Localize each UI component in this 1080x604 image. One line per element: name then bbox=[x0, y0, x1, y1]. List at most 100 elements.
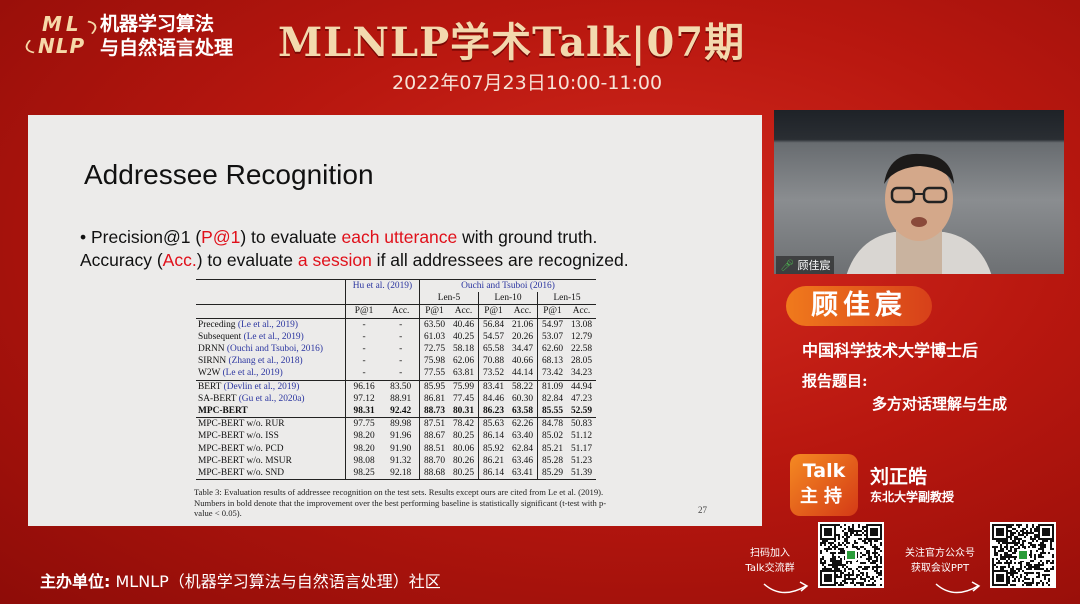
method-citation: (Le et al., 2019) bbox=[243, 331, 304, 342]
table-cell: 81.09 bbox=[536, 380, 567, 393]
table-cell: 68.13 bbox=[536, 355, 567, 368]
table-cell: 80.06 bbox=[452, 443, 475, 454]
row-label: MPC-BERT w/o. ISS bbox=[196, 430, 345, 442]
table-cell: 91.32 bbox=[390, 455, 412, 466]
table-caption: Table 3: Evaluation results of addressee… bbox=[194, 487, 607, 518]
slide-bullet: • Precision@1 (P@1) to evaluate each utt… bbox=[80, 226, 629, 272]
row-label: MPC-BERT w/o. PCD bbox=[196, 443, 345, 455]
col-acc: Acc. bbox=[572, 306, 591, 317]
table-cell: 63.58 bbox=[511, 406, 534, 417]
badge-talk: Talk bbox=[802, 460, 846, 482]
table-cell: 98.20 bbox=[344, 442, 383, 455]
arrow-icon bbox=[763, 581, 809, 594]
table-cell: 28.05 bbox=[570, 356, 593, 367]
logo-text: 机器学习算法 与自然语言处理 bbox=[100, 12, 233, 60]
table-cell: 86.21 bbox=[477, 454, 508, 468]
method-name: SA-BERT bbox=[198, 393, 237, 404]
table-cell: 77.55 bbox=[418, 367, 449, 381]
col-acc: Acc. bbox=[454, 306, 473, 317]
table-cell: 85.29 bbox=[536, 467, 567, 480]
table-cell: 58.22 bbox=[511, 381, 534, 392]
col-acc: Acc. bbox=[513, 306, 532, 317]
method-name: Preceding bbox=[198, 319, 236, 330]
table-cell: 88.73 bbox=[418, 405, 449, 418]
table-cell: 85.95 bbox=[418, 380, 449, 393]
table-row: Subsequent (Le et al., 2019) - -61.03 40.25… bbox=[196, 330, 596, 344]
table-cell: 54.97 bbox=[536, 318, 567, 331]
table-cell: 84.46 bbox=[477, 392, 508, 406]
method-citation: (Devlin et al., 2019) bbox=[223, 381, 300, 392]
table-cell: 80.25 bbox=[452, 468, 475, 479]
text: if all addressees are recognized. bbox=[371, 250, 629, 270]
table-cell: 88.67 bbox=[418, 430, 449, 443]
table-cell: 78.42 bbox=[452, 419, 475, 430]
table-cell: 70.88 bbox=[477, 355, 508, 368]
col-p1: P@1 bbox=[418, 304, 449, 319]
text: Accuracy ( bbox=[80, 250, 163, 270]
table-cell: 88.68 bbox=[418, 467, 449, 480]
speaker-video: 🎤︎ 顾佳宸 bbox=[774, 110, 1064, 274]
video-name-tag: 🎤︎ 顾佳宸 bbox=[776, 256, 835, 274]
table-cell: 98.25 bbox=[344, 467, 383, 480]
topic-label: 报告题目: bbox=[802, 372, 868, 390]
row-label: SA-BERT (Gu et al., 2020a) bbox=[196, 393, 345, 405]
bullet-line-2: Accuracy (Acc.) to evaluate a session if… bbox=[80, 249, 629, 272]
talk-topic: 多方对话理解与生成 bbox=[872, 395, 1008, 413]
method-name: MPC-BERT w/o. ISS bbox=[198, 431, 279, 442]
presentation-slide: Addressee Recognition • Precision@1 (P@1… bbox=[28, 115, 762, 526]
len5-header: Len-5 bbox=[418, 292, 479, 305]
row-label: DRNN (Ouchi and Tsuboi, 2016) bbox=[196, 343, 345, 355]
table-cell: 73.42 bbox=[536, 367, 567, 381]
table-cell: 77.45 bbox=[452, 393, 475, 404]
row-label: W2W (Le et al., 2019) bbox=[196, 367, 345, 380]
table-cell: 85.92 bbox=[477, 442, 508, 455]
col-p1: P@1 bbox=[344, 304, 383, 319]
table-row: MPC-BERT w/o. PCD 98.20 91.90 88.51 80.06 85.… bbox=[196, 442, 596, 455]
table-cell: 51.12 bbox=[570, 431, 593, 442]
col-p1: P@1 bbox=[536, 304, 567, 319]
table-cell: 65.58 bbox=[477, 343, 508, 356]
qr-code-group[interactable] bbox=[818, 522, 884, 588]
method-name: Subsequent bbox=[198, 331, 242, 342]
table-cell: 98.08 bbox=[344, 454, 383, 468]
group-hu: Hu et al. (2019) bbox=[344, 279, 420, 293]
slide-page-number: 27 bbox=[698, 505, 707, 515]
qr-code-account[interactable] bbox=[990, 522, 1056, 588]
table-cell: 96.16 bbox=[344, 380, 383, 393]
table-cell: 34.23 bbox=[570, 368, 593, 379]
table-cell: 80.26 bbox=[452, 455, 475, 466]
text: • Precision@1 ( bbox=[80, 227, 202, 247]
row-label: Subsequent (Le et al., 2019) bbox=[196, 331, 345, 343]
table-header-row: P@1 Acc. P@1 Acc. P@1 Acc. P@1 Acc. bbox=[196, 304, 596, 319]
host-name: 刘正皓 bbox=[870, 466, 928, 488]
table-row: MPC-BERT 98.31 92.42 88.73 80.31 86.23 63.58 85… bbox=[196, 405, 596, 418]
logo-text-line1: 机器学习算法 bbox=[100, 13, 215, 35]
group-ouchi: Ouchi and Tsuboi (2016) bbox=[418, 279, 596, 293]
table-cell: 56.84 bbox=[477, 318, 508, 331]
table-cell: 87.51 bbox=[418, 417, 449, 431]
table-cell: 97.75 bbox=[344, 417, 383, 431]
row-label: MPC-BERT w/o. SND bbox=[196, 467, 345, 480]
results-table: Hu et al. (2019) Ouchi and Tsuboi (2016)… bbox=[196, 279, 596, 480]
table-cell: 86.23 bbox=[477, 405, 508, 418]
table-cell: 47.23 bbox=[570, 393, 593, 404]
table-cell: 51.17 bbox=[570, 443, 593, 454]
speaker-video-person bbox=[846, 153, 992, 274]
method-name: SIRNN bbox=[198, 356, 227, 367]
table-cell: 98.31 bbox=[344, 405, 383, 418]
event-date: 2022年07月23日10:00-11:00 bbox=[392, 72, 663, 94]
table-cell: 12.79 bbox=[570, 331, 593, 342]
arrow-icon bbox=[935, 581, 981, 594]
table-cell: 62.06 bbox=[452, 356, 475, 367]
table-cell: 73.52 bbox=[477, 367, 508, 381]
table-cell: 91.96 bbox=[390, 431, 412, 442]
table-cell: 91.90 bbox=[390, 443, 412, 454]
method-citation: (Le et al., 2019) bbox=[237, 319, 298, 330]
table-cell: 83.50 bbox=[390, 381, 412, 392]
table-cell: - bbox=[344, 330, 383, 344]
table-cell: 80.31 bbox=[452, 406, 475, 417]
method-name: MPC-BERT w/o. SND bbox=[198, 468, 284, 479]
table-cell: 62.60 bbox=[536, 343, 567, 356]
qr-account-label-line2: 获取会议PPT bbox=[910, 563, 970, 574]
table-cell: 85.02 bbox=[536, 430, 567, 443]
